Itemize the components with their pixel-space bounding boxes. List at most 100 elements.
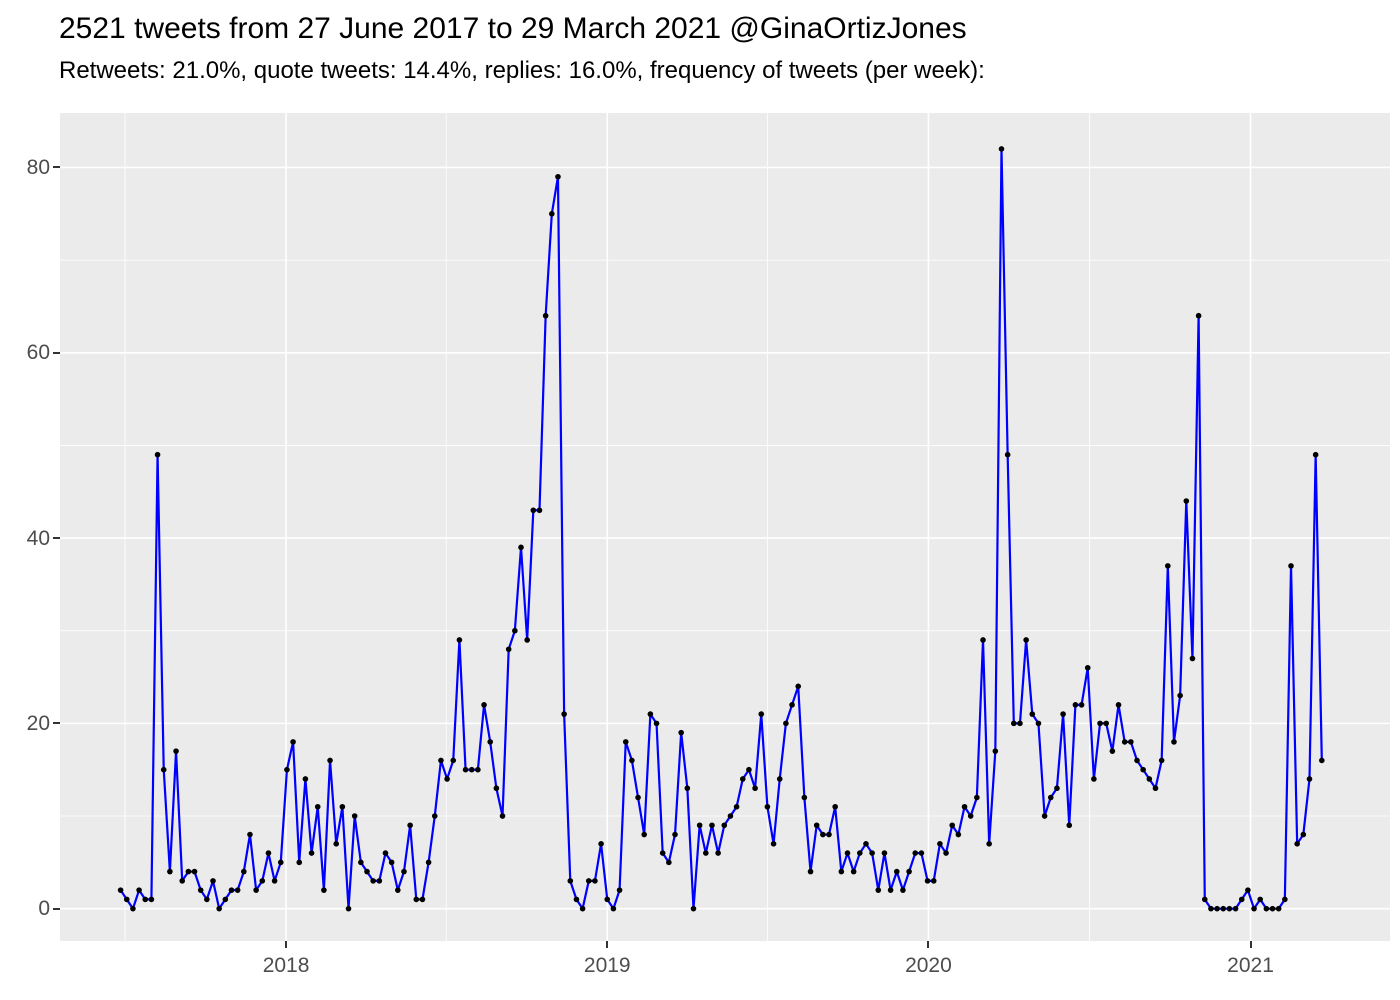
data-point bbox=[308, 850, 315, 856]
data-point bbox=[339, 803, 346, 810]
data-point bbox=[974, 794, 980, 801]
data-point bbox=[961, 803, 968, 810]
plot-panel bbox=[60, 113, 1390, 941]
data-point bbox=[807, 868, 814, 875]
data-point bbox=[154, 451, 161, 458]
data-point bbox=[253, 887, 259, 893]
data-point bbox=[838, 868, 845, 875]
y-tick-mark bbox=[53, 166, 60, 169]
data-point bbox=[438, 757, 444, 764]
data-point bbox=[314, 803, 321, 810]
data-point bbox=[518, 544, 524, 551]
data-point bbox=[918, 850, 925, 856]
data-point bbox=[358, 859, 364, 866]
data-point bbox=[764, 803, 771, 810]
data-point bbox=[179, 878, 186, 884]
y-tick-mark bbox=[53, 907, 60, 910]
data-point bbox=[1263, 905, 1270, 912]
data-point bbox=[1165, 563, 1171, 569]
data-point bbox=[210, 878, 216, 884]
data-point bbox=[1072, 702, 1079, 708]
data-point bbox=[820, 831, 826, 838]
data-point bbox=[123, 896, 130, 903]
data-point bbox=[222, 896, 229, 903]
data-point bbox=[1238, 896, 1245, 903]
data-point bbox=[1109, 748, 1116, 754]
data-point bbox=[561, 711, 567, 717]
data-point bbox=[672, 831, 678, 838]
data-point bbox=[721, 822, 728, 829]
data-point bbox=[499, 813, 506, 819]
y-tick-mark bbox=[53, 537, 60, 540]
data-point bbox=[912, 850, 919, 856]
data-point bbox=[715, 850, 721, 856]
data-point bbox=[1152, 785, 1159, 792]
data-point bbox=[1029, 711, 1036, 717]
data-point bbox=[703, 850, 709, 856]
data-point bbox=[228, 887, 235, 893]
data-point bbox=[197, 887, 204, 893]
data-point bbox=[456, 637, 463, 643]
data-point bbox=[666, 859, 672, 866]
data-point bbox=[117, 887, 124, 893]
data-point bbox=[142, 896, 149, 903]
data-point bbox=[259, 878, 266, 884]
data-point bbox=[585, 878, 592, 884]
data-point bbox=[795, 683, 802, 690]
data-point bbox=[481, 702, 487, 708]
data-point bbox=[290, 739, 296, 745]
data-point bbox=[234, 887, 241, 893]
data-point bbox=[616, 887, 623, 893]
data-point bbox=[1319, 757, 1325, 764]
data-point bbox=[826, 831, 832, 838]
data-point bbox=[160, 766, 167, 773]
data-point bbox=[678, 729, 684, 736]
x-tick-mark bbox=[606, 941, 609, 948]
data-point bbox=[450, 757, 457, 764]
data-point bbox=[302, 776, 309, 782]
data-point bbox=[536, 507, 543, 514]
data-point bbox=[610, 905, 617, 912]
data-point bbox=[629, 757, 635, 764]
data-point bbox=[136, 887, 142, 893]
y-tick-label: 40 bbox=[26, 526, 50, 550]
y-tick-mark bbox=[53, 351, 60, 354]
data-point bbox=[542, 312, 549, 319]
x-tick-mark bbox=[927, 941, 930, 948]
data-point bbox=[943, 850, 949, 856]
data-point bbox=[1177, 692, 1183, 699]
data-point bbox=[1158, 757, 1165, 764]
data-point bbox=[980, 637, 986, 643]
data-point bbox=[1282, 896, 1288, 903]
x-tick-label: 2020 bbox=[905, 954, 952, 977]
data-point bbox=[1121, 739, 1128, 745]
data-point bbox=[364, 868, 370, 875]
data-point bbox=[407, 822, 413, 829]
x-tick-mark bbox=[1249, 941, 1252, 948]
data-point bbox=[493, 785, 500, 792]
data-point bbox=[998, 146, 1005, 152]
data-point bbox=[573, 896, 580, 903]
data-point bbox=[967, 813, 974, 819]
data-point bbox=[992, 748, 999, 754]
data-point bbox=[690, 905, 697, 912]
data-point bbox=[567, 878, 574, 884]
data-point bbox=[1183, 498, 1190, 504]
data-point bbox=[1146, 776, 1153, 782]
data-point bbox=[1269, 905, 1276, 912]
x-tick-mark bbox=[285, 941, 288, 948]
data-point bbox=[271, 878, 278, 884]
data-point bbox=[431, 813, 438, 819]
data-point bbox=[758, 711, 765, 717]
data-point bbox=[345, 905, 352, 912]
data-point bbox=[770, 841, 777, 847]
data-point bbox=[641, 831, 648, 838]
data-point bbox=[1201, 896, 1208, 903]
data-point bbox=[592, 878, 598, 884]
data-point bbox=[622, 739, 629, 745]
data-point bbox=[893, 868, 900, 875]
data-point bbox=[709, 822, 715, 829]
data-point bbox=[1066, 822, 1073, 829]
data-point bbox=[1257, 896, 1264, 903]
data-point bbox=[1300, 831, 1307, 838]
